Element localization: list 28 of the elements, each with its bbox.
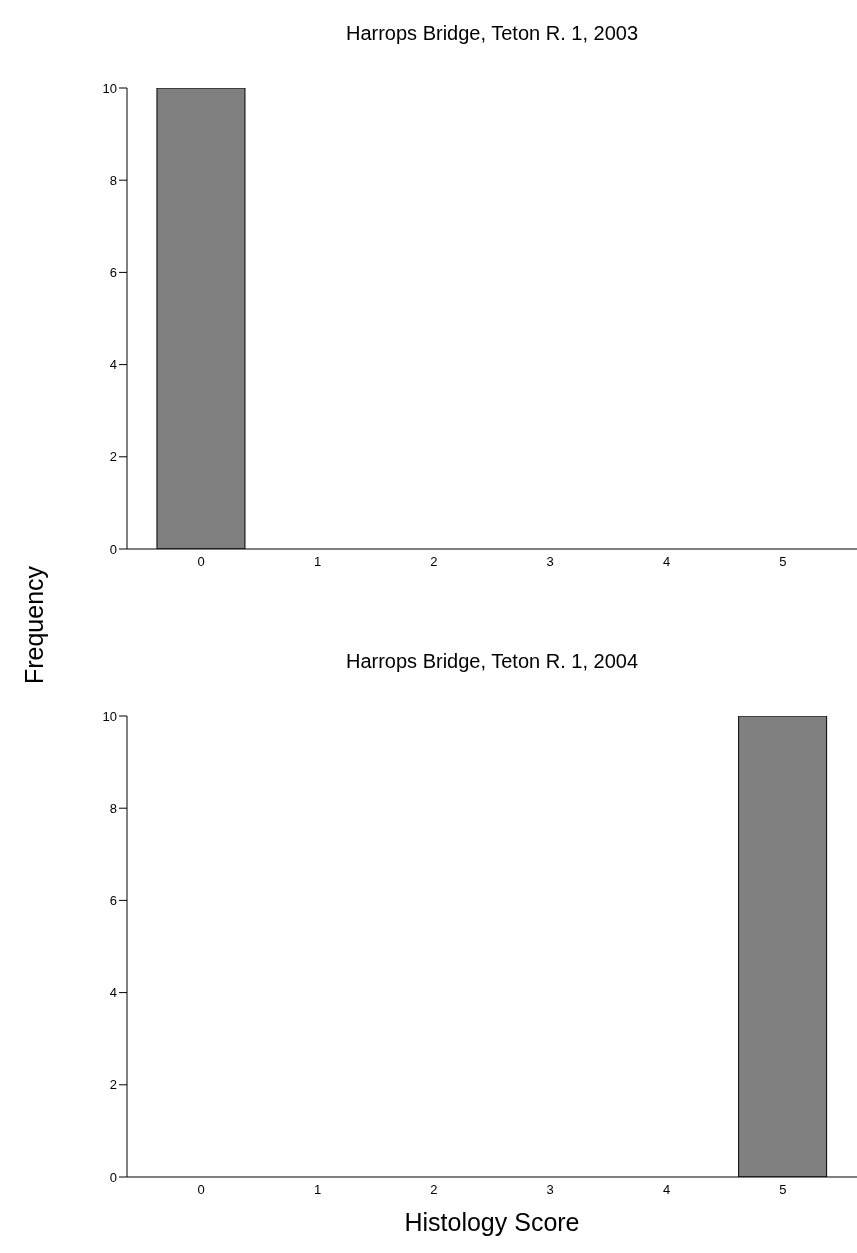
x-tick-label: 4 <box>662 1182 671 1198</box>
y-tick-label: 4 <box>109 985 117 1001</box>
y-tick-label: 10 <box>102 80 117 96</box>
x-tick-label: 1 <box>313 1182 322 1198</box>
y-axis-title: Frequency <box>19 565 49 685</box>
y-tick-label: 10 <box>102 708 117 724</box>
x-tick-label: 3 <box>546 1182 554 1198</box>
y-tick-label: 8 <box>109 800 117 816</box>
chart-title: Harrops Bridge, Teton R. 1, 2003 <box>345 22 639 45</box>
x-tick-label: 3 <box>546 554 554 570</box>
y-tick-label: 8 <box>109 172 117 188</box>
chart-title: Harrops Bridge, Teton R. 1, 2004 <box>345 650 639 673</box>
y-tick-label: 6 <box>109 265 117 281</box>
y-tick-label: 0 <box>109 1169 117 1185</box>
x-tick-label: 2 <box>430 554 438 570</box>
x-tick-label: 0 <box>197 554 205 570</box>
y-tick-label: 0 <box>109 541 117 557</box>
y-tick-label: 6 <box>109 893 117 909</box>
x-tick-label: 1 <box>313 554 322 570</box>
y-tick-label: 2 <box>109 1077 117 1093</box>
x-tick-label: 0 <box>197 1182 205 1198</box>
y-tick-label: 2 <box>109 449 117 465</box>
x-tick-label: 5 <box>779 554 787 570</box>
y-tick-label: 4 <box>109 357 117 373</box>
x-tick-label: 4 <box>662 554 671 570</box>
x-tick-label: 5 <box>779 1182 787 1198</box>
x-axis-title: Histology Score <box>403 1208 581 1237</box>
x-tick-label: 2 <box>430 1182 438 1198</box>
